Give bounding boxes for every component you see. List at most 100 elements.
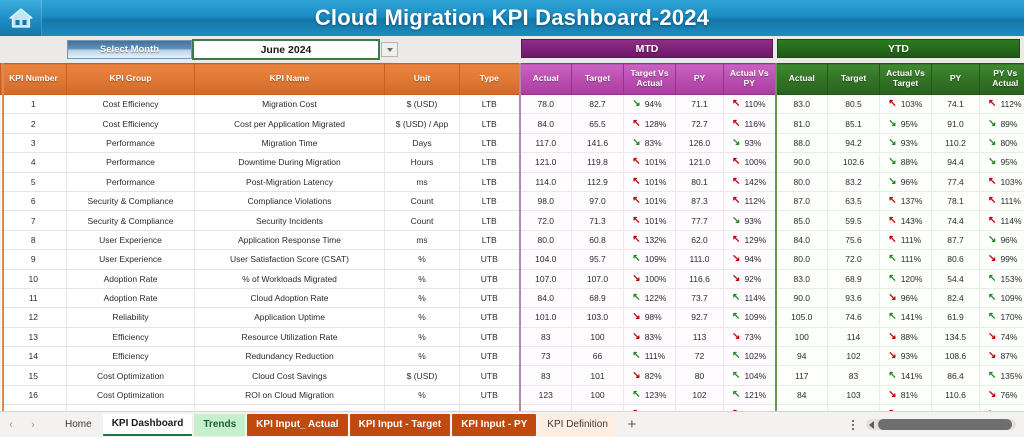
- percent-value: 93%: [744, 215, 762, 226]
- table-row[interactable]: 14 Efficiency Redundancy Reduction% UTB 73 66…: [0, 346, 1024, 367]
- table-row[interactable]: 3 Performance Migration Time Days LTB 117.0 14…: [0, 133, 1024, 154]
- arrow-up-icon: ↖: [988, 272, 997, 284]
- col-mtd-actual-vs-py[interactable]: Actual Vs PY: [723, 63, 776, 95]
- sheet-tab-kpi-input-py[interactable]: KPI Input - PY: [452, 413, 537, 436]
- cell-ytd-actual: 83.0: [774, 269, 828, 289]
- table-row[interactable]: 8 User Experience Application Response Tim…: [0, 230, 1024, 251]
- arrow-up-icon: ↖: [632, 175, 641, 187]
- cell-kpi-group: Cost Optimization: [66, 365, 195, 386]
- cell-kpi-name: User Satisfaction Score (CSAT): [194, 249, 385, 270]
- percent-value: 73%: [744, 331, 762, 342]
- percent-value: 82%: [644, 370, 662, 381]
- arrow-up-icon: ↖: [732, 156, 741, 168]
- col-ytd-actual[interactable]: Actual: [774, 63, 828, 95]
- cell-ytd-py-vs-actual: ↘ 96%: [979, 230, 1024, 251]
- table-row[interactable]: 6 Security & Compliance Compliance Violati…: [0, 191, 1024, 212]
- cell-ytd-actual-vs-target: ↘ 88%: [879, 152, 932, 173]
- cell-unit: %: [384, 385, 460, 406]
- cell-kpi-number: 1: [0, 94, 67, 115]
- cell-unit: Count: [384, 210, 460, 231]
- sheet-tab-trends[interactable]: Trends: [194, 413, 246, 436]
- scrollbar-thumb[interactable]: [878, 419, 1012, 430]
- cell-type: UTB: [459, 288, 520, 309]
- table-row[interactable]: 2 Cost Efficiency Cost per Application Mig…: [0, 113, 1024, 134]
- cell-ytd-py: 134.5: [931, 327, 980, 348]
- table-row[interactable]: 4 Performance Downtime During Migration Hou…: [0, 152, 1024, 173]
- cell-mtd-target: 66: [571, 346, 624, 367]
- cell-ytd-target: 102.6: [827, 152, 880, 173]
- cell-type: LTB: [459, 191, 520, 212]
- cell-mtd-actual: 101.0: [518, 307, 572, 328]
- cell-mtd-py: 126.0: [675, 133, 724, 154]
- table-row[interactable]: 11 Adoption Rate Cloud Adoption Rate% UTB 84…: [0, 288, 1024, 309]
- arrow-down-icon: ↘: [632, 369, 641, 381]
- cell-ytd-actual: 94: [774, 346, 828, 367]
- add-sheet-button[interactable]: +: [627, 416, 637, 433]
- cell-type: UTB: [459, 346, 520, 367]
- percent-value: 103%: [1000, 176, 1023, 187]
- col-unit[interactable]: Unit: [384, 63, 460, 95]
- more-options-icon[interactable]: [844, 419, 862, 430]
- table-row[interactable]: 12 Reliability Application Uptime% UTB 101.0…: [0, 307, 1024, 328]
- cell-ytd-py-vs-actual: ↖ 111%: [979, 191, 1024, 212]
- col-kpi-name[interactable]: KPI Name: [194, 63, 385, 95]
- table-row[interactable]: 13 Efficiency Resource Utilization Rate% UT…: [0, 327, 1024, 348]
- col-type[interactable]: Type: [459, 63, 520, 95]
- col-mtd-target[interactable]: Target: [571, 63, 624, 95]
- scroll-left-icon[interactable]: [869, 420, 874, 429]
- col-ytd-target[interactable]: Target: [827, 63, 880, 95]
- table-row[interactable]: 15 Cost Optimization Cloud Cost Savings $ (…: [0, 365, 1024, 386]
- cell-type: LTB: [459, 94, 520, 115]
- arrow-down-icon: ↘: [988, 233, 997, 245]
- cell-mtd-target-vs-actual: ↖132%: [623, 230, 676, 251]
- cell-kpi-number: 16: [0, 385, 67, 406]
- col-kpi-group[interactable]: KPI Group: [66, 63, 195, 95]
- col-ytd-py[interactable]: PY: [931, 63, 980, 95]
- cell-unit: $ (USD) / App: [384, 113, 460, 134]
- col-ytd-py-vs-actual[interactable]: PY Vs Actual: [979, 63, 1024, 95]
- cell-unit: $ (USD): [384, 94, 460, 115]
- table-row[interactable]: 1 Cost Efficiency Migration Cost $ (USD) LTB…: [0, 94, 1024, 115]
- cell-ytd-actual: 100: [774, 327, 828, 348]
- cell-unit: %: [384, 288, 460, 309]
- sheet-tab-home[interactable]: Home: [65, 419, 92, 430]
- table-row[interactable]: 9 User Experience User Satisfaction Score …: [0, 249, 1024, 270]
- cell-ytd-py: 78.1: [931, 191, 980, 212]
- cell-mtd-py: 102: [675, 385, 724, 406]
- sheet-tab-kpi-input-target[interactable]: KPI Input - Target: [349, 413, 451, 436]
- chevron-right-icon[interactable]: ›: [31, 418, 35, 431]
- chevron-left-icon[interactable]: ‹: [9, 418, 13, 431]
- cell-kpi-number: 5: [0, 172, 67, 192]
- home-button[interactable]: [0, 0, 42, 36]
- percent-value: 74%: [1000, 331, 1018, 342]
- cell-ytd-py: 82.4: [931, 288, 980, 309]
- table-row[interactable]: 7 Security & Compliance Security Incidents…: [0, 210, 1024, 231]
- cell-ytd-actual-vs-target: ↘ 93%: [879, 346, 932, 367]
- percent-value: 83%: [644, 331, 662, 342]
- percent-value: 76%: [1000, 390, 1018, 401]
- month-select[interactable]: June 2024: [192, 39, 380, 60]
- table-row[interactable]: 16 Cost Optimization ROI on Cloud Migratio…: [0, 385, 1024, 406]
- chevron-down-icon[interactable]: [381, 42, 398, 57]
- sheet-tab-kpi-definition[interactable]: KPI Definition: [538, 413, 617, 436]
- col-ytd-actual-vs-target[interactable]: Actual Vs Target: [879, 63, 932, 95]
- sheet-tab-kpi-input-actual[interactable]: KPI Input_ Actual: [247, 413, 348, 436]
- cell-kpi-name: % of Workloads Migrated: [194, 269, 385, 289]
- col-mtd-target-vs-actual[interactable]: Target Vs Actual: [623, 63, 676, 95]
- col-mtd-py[interactable]: PY: [675, 63, 724, 95]
- percent-value: 116%: [744, 118, 766, 129]
- cell-kpi-group: Performance: [66, 152, 195, 173]
- col-mtd-actual[interactable]: Actual: [518, 63, 572, 95]
- table-row[interactable]: 10 Adoption Rate% of Workloads Migrated% U…: [0, 269, 1024, 289]
- table-header: KPI Number KPI Group KPI Name Unit Type …: [0, 63, 1024, 95]
- sheet-tab-kpi-dashboard[interactable]: KPI Dashboard: [102, 413, 193, 436]
- cell-ytd-target: 63.5: [827, 191, 880, 212]
- cell-mtd-target-vs-actual: ↘ 83%: [623, 133, 676, 154]
- cell-kpi-group: Cost Efficiency: [66, 94, 195, 115]
- arrow-down-icon: ↘: [632, 272, 641, 284]
- cell-kpi-number: 12: [0, 307, 67, 328]
- cell-mtd-py: 92.7: [675, 307, 724, 328]
- table-row[interactable]: 5 Performance Post-Migration Latency ms LTB 1…: [0, 172, 1024, 192]
- horizontal-scrollbar[interactable]: [866, 419, 1016, 430]
- col-kpi-number[interactable]: KPI Number: [0, 63, 67, 95]
